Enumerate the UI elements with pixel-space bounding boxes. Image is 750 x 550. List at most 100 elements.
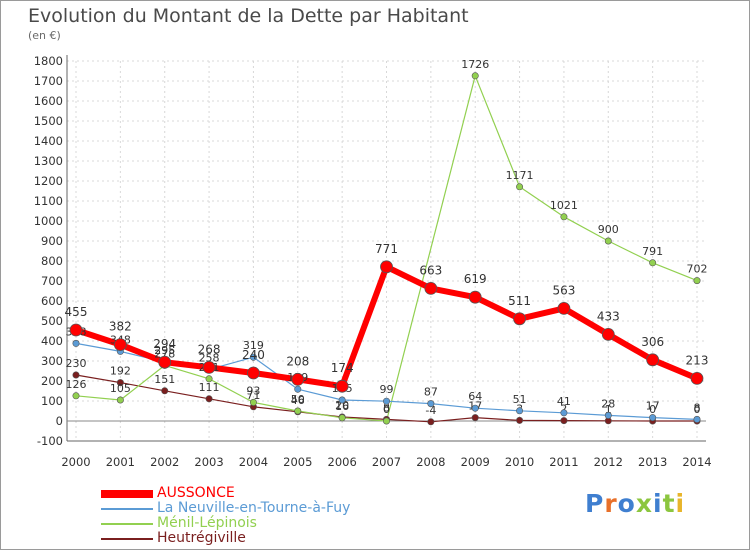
y-tick-label: 1400 xyxy=(34,134,63,148)
data-point-aussonce xyxy=(291,372,305,386)
data-label-aussonce: 511 xyxy=(508,294,531,308)
logo-letter: x xyxy=(635,489,653,518)
data-point-heutregiville xyxy=(516,416,524,424)
y-tick-label: 1500 xyxy=(34,114,63,128)
data-label-menil-lepinois: 16 xyxy=(335,400,349,413)
y-tick-label: 300 xyxy=(41,354,63,368)
data-label-menil-lepinois: 1726 xyxy=(461,58,489,71)
data-label-menil-lepinois: 1021 xyxy=(550,199,578,212)
data-point-menil-lepinois xyxy=(693,277,701,285)
y-tick-label: 500 xyxy=(41,314,63,328)
legend-label: Ménil-Lépinois xyxy=(157,515,257,531)
y-tick-label: 800 xyxy=(41,254,63,268)
proxiti-logo: Proxiti xyxy=(585,489,685,518)
data-label-menil-lepinois: 702 xyxy=(687,263,708,276)
data-label-menil-lepinois: 1171 xyxy=(506,169,534,182)
data-point-aussonce xyxy=(424,281,438,295)
x-tick-label: 2002 xyxy=(150,455,179,469)
data-point-menil-lepinois xyxy=(604,237,612,245)
data-label-aussonce: 619 xyxy=(464,272,487,286)
data-point-aussonce xyxy=(513,312,526,326)
y-tick-label: -100 xyxy=(37,434,63,448)
y-tick-label: 1600 xyxy=(34,94,63,108)
data-point-heutregiville xyxy=(471,414,479,422)
logo-letter: i xyxy=(653,489,663,518)
data-label-heutregiville: 0 xyxy=(649,403,656,416)
data-point-menil-lepinois xyxy=(338,414,346,422)
data-label-aussonce: 771 xyxy=(375,242,398,256)
y-tick-label: 1200 xyxy=(34,174,63,188)
data-label-menil-lepinois: 900 xyxy=(598,223,619,236)
data-point-menil-lepinois xyxy=(471,72,479,80)
x-tick-label: 2005 xyxy=(283,455,312,469)
y-tick-label: 400 xyxy=(41,334,63,348)
data-label-heutregiville: 2 xyxy=(560,403,567,416)
data-point-la-neuville-en-tourne-a-fuy xyxy=(427,400,435,408)
data-label-la-neuville-en-tourne-a-fuy: 51 xyxy=(513,393,527,406)
data-point-aussonce xyxy=(158,355,172,369)
legend-label: Heutrégiville xyxy=(157,530,246,546)
data-point-la-neuville-en-tourne-a-fuy xyxy=(249,353,257,361)
data-point-heutregiville xyxy=(560,417,568,425)
y-tick-label: 700 xyxy=(41,274,63,288)
data-label-menil-lepinois: 126 xyxy=(66,378,87,391)
x-tick-label: 2004 xyxy=(239,455,268,469)
legend-item-heutregiville: Heutrégiville xyxy=(101,531,350,546)
data-label-aussonce: 240 xyxy=(242,348,265,362)
data-label-la-neuville-en-tourne-a-fuy: 28 xyxy=(601,397,615,410)
data-label-heutregiville: 46 xyxy=(291,394,305,407)
data-point-la-neuville-en-tourne-a-fuy xyxy=(294,385,302,393)
data-point-aussonce xyxy=(380,260,393,274)
data-label-heutregiville: 0 xyxy=(694,403,701,416)
data-label-aussonce: 433 xyxy=(597,309,620,323)
logo-letter: t xyxy=(662,489,676,518)
data-label-heutregiville: 8 xyxy=(383,401,390,414)
legend-label: La Neuville-en-Tourne-à-Fuy xyxy=(157,500,351,516)
data-label-aussonce: 213 xyxy=(686,353,709,367)
data-point-menil-lepinois xyxy=(382,417,390,425)
data-label-heutregiville: -4 xyxy=(425,404,436,417)
y-tick-label: 600 xyxy=(41,294,63,308)
data-label-aussonce: 663 xyxy=(419,263,442,277)
legend-item-menil-lepinois: Ménil-Lépinois xyxy=(101,516,350,531)
y-tick-label: 200 xyxy=(41,374,63,388)
data-point-menil-lepinois xyxy=(516,183,524,191)
y-tick-label: 1100 xyxy=(34,194,63,208)
data-point-menil-lepinois xyxy=(294,407,302,415)
data-label-menil-lepinois: 93 xyxy=(246,384,260,397)
x-tick-label: 2013 xyxy=(638,455,667,469)
data-point-aussonce xyxy=(113,338,127,352)
data-label-la-neuville-en-tourne-a-fuy: 64 xyxy=(468,390,482,403)
data-point-la-neuville-en-tourne-a-fuy xyxy=(72,339,80,347)
x-tick-label: 2009 xyxy=(461,455,490,469)
data-label-la-neuville-en-tourne-a-fuy: 41 xyxy=(557,395,571,408)
data-label-heutregiville: 111 xyxy=(199,381,220,394)
legend: AUSSONCE La Neuville-en-Tourne-à-Fuy Ménil… xyxy=(101,486,350,546)
legend-swatch xyxy=(101,489,153,498)
data-point-menil-lepinois xyxy=(560,213,568,221)
x-tick-label: 2000 xyxy=(61,455,90,469)
legend-item-aussonce: AUSSONCE xyxy=(101,486,350,501)
data-point-aussonce xyxy=(646,353,660,367)
data-label-aussonce: 306 xyxy=(641,335,664,349)
x-tick-label: 2012 xyxy=(594,455,623,469)
data-label-heutregiville: 192 xyxy=(110,365,131,378)
data-label-menil-lepinois: 791 xyxy=(642,245,663,258)
legend-item-la-neuville-en-tourne-a-fuy: La Neuville-en-Tourne-à-Fuy xyxy=(101,501,350,516)
data-label-la-neuville-en-tourne-a-fuy: 295 xyxy=(154,344,175,357)
data-label-heutregiville: 20 xyxy=(335,399,349,412)
chart-subtitle: (en €) xyxy=(28,29,61,42)
data-point-aussonce xyxy=(247,366,260,380)
data-point-aussonce xyxy=(557,301,571,315)
data-point-menil-lepinois xyxy=(205,375,213,383)
data-label-aussonce: 268 xyxy=(198,342,221,356)
legend-swatch xyxy=(101,522,153,525)
data-point-la-neuville-en-tourne-a-fuy xyxy=(516,407,524,415)
data-label-la-neuville-en-tourne-a-fuy: 258 xyxy=(199,351,220,364)
data-point-aussonce xyxy=(202,360,216,374)
legend-label: AUSSONCE xyxy=(157,485,235,501)
chart-title: Evolution du Montant de la Dette par Hab… xyxy=(28,5,469,27)
data-label-la-neuville-en-tourne-a-fuy: 87 xyxy=(424,386,438,399)
